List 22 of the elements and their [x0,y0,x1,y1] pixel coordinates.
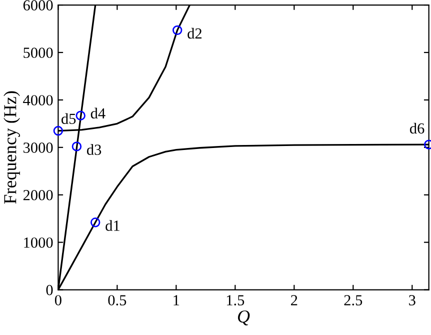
y-tick-label: 5000 [24,48,53,58]
y-tick-label: 1000 [24,237,53,248]
x-tick-label: 0 [54,295,62,306]
x-axis-title: Q [238,310,250,326]
x-tick-label: 3 [409,295,416,306]
y-tick-label: 6000 [23,0,53,10]
annotation: d3 [86,144,102,155]
annotation: d6 [410,122,424,134]
x-tick-label: 1.5 [226,295,244,306]
annotation: d4 [90,108,106,119]
annotation: d5 [62,113,76,124]
y-axis-title: Frequency (Hz) [4,91,20,204]
x-tick-label: 1 [174,295,180,306]
x-tick-label: 2 [291,295,298,306]
y-tick-label: 3000 [24,142,53,153]
y-tick-label: 0 [46,284,53,296]
x-tick-label: 0.5 [108,295,126,306]
annotation: d2 [188,28,202,39]
y-tick-label: 4000 [23,95,53,106]
y-tick-label: 2000 [23,190,53,200]
annotation: d1 [106,220,120,231]
x-tick-label: 2.5 [344,295,362,306]
